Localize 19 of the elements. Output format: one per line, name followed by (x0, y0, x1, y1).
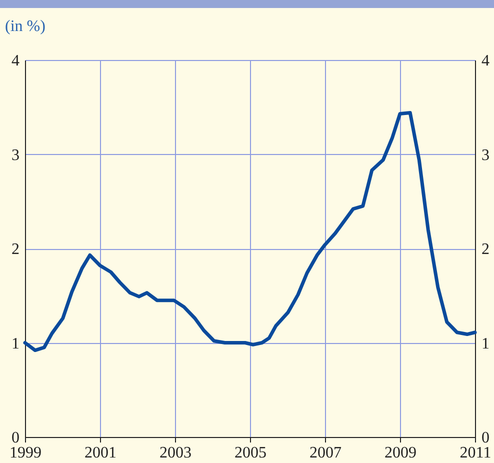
x-tick-label: 2009 (384, 444, 416, 462)
line-series (23, 111, 477, 352)
y-tick-label: 0 (12, 430, 20, 446)
x-tick-label: 1999 (10, 444, 42, 462)
y-tick-label: 4 (12, 52, 20, 70)
x-tick-label: 2005 (234, 444, 266, 462)
y2-tick-label: 3 (482, 146, 490, 164)
y2-tick-label: 1 (482, 335, 490, 352)
x-tick-label: 2003 (160, 444, 192, 462)
y2-tick-label: 0 (482, 430, 490, 446)
x-tick-label: 2001 (84, 444, 116, 462)
y-axis-title: (in %) (5, 18, 46, 35)
y-tick-label: 2 (12, 241, 20, 258)
y-tick-label: 3 (12, 146, 20, 164)
x-tick-label: 2007 (310, 444, 342, 462)
x-tick-label: 2011 (460, 444, 492, 462)
y2-tick-label: 4 (482, 52, 490, 70)
y-tick-label: 1 (12, 335, 20, 352)
y2-tick-label: 2 (482, 241, 490, 258)
